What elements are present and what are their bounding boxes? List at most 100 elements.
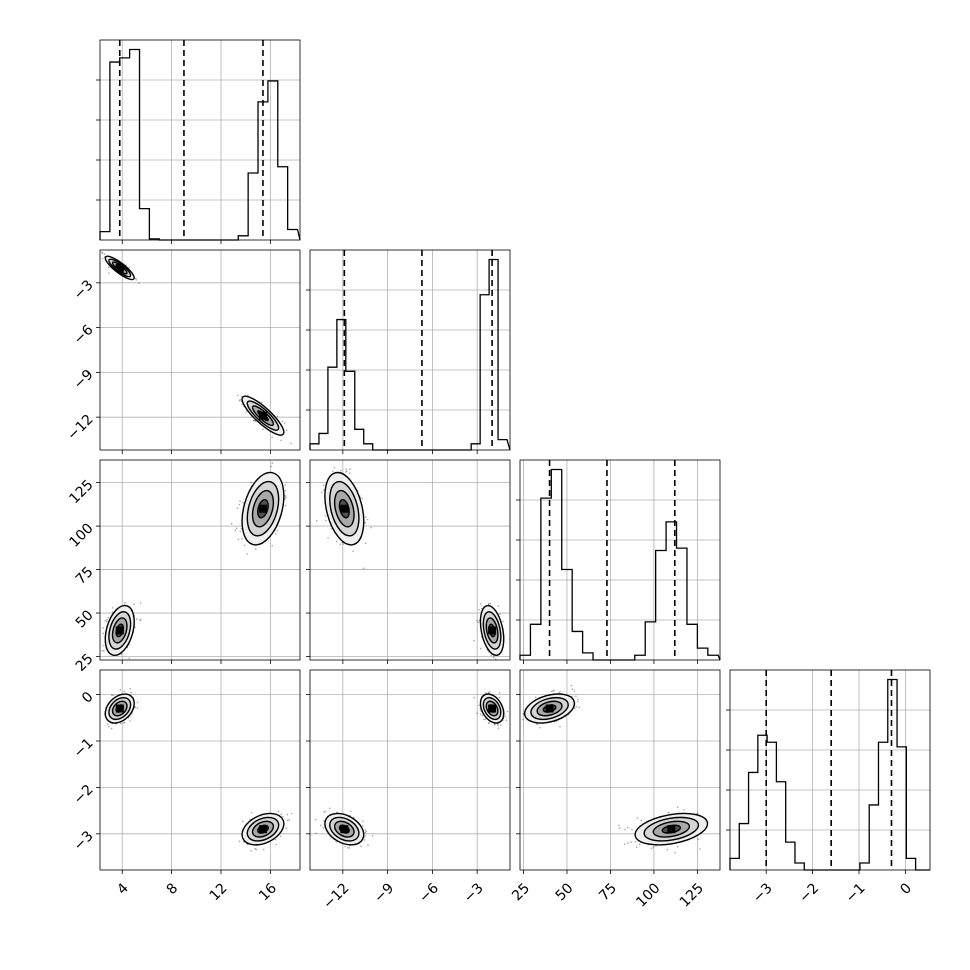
sample-point: [238, 399, 241, 402]
hist-frame-4: [729, 669, 931, 871]
sample-point: [286, 813, 289, 816]
sample-point: [490, 654, 493, 656]
sample-point: [473, 696, 475, 699]
sample-point: [366, 518, 369, 521]
sample-point: [479, 713, 482, 715]
sample-point: [365, 830, 368, 833]
sample-point: [284, 504, 287, 507]
sample-point: [274, 838, 277, 841]
sample-point: [239, 530, 241, 533]
density-peak: [488, 626, 497, 635]
sample-point: [361, 497, 364, 500]
sample-point: [363, 839, 366, 841]
histogram-2: [309, 258, 511, 451]
sample-point: [254, 847, 256, 850]
sample-point: [512, 702, 514, 704]
sample-point: [479, 647, 482, 650]
sample-point: [254, 420, 257, 422]
sample-point: [497, 605, 500, 607]
sample-point: [522, 718, 524, 721]
sample-point: [496, 663, 498, 665]
ytick-label-4-3: −1: [71, 735, 97, 761]
density-peak: [667, 825, 676, 834]
sample-point: [489, 602, 492, 605]
sample-point: [635, 846, 638, 848]
sample-point: [111, 694, 113, 696]
sample-point: [339, 543, 342, 546]
sample-point: [282, 815, 284, 818]
sample-point: [128, 266, 131, 269]
sample-point: [135, 277, 137, 280]
sample-point: [674, 852, 676, 854]
sample-point: [111, 607, 114, 609]
sample-point: [487, 691, 490, 694]
sample-point: [575, 695, 577, 697]
sample-point: [101, 252, 104, 254]
sample-point: [103, 650, 105, 652]
sample-point: [123, 721, 126, 724]
ytick-label-4-1: −3: [71, 828, 97, 854]
sample-point: [335, 840, 338, 843]
scatter-frame: [99, 669, 301, 871]
sample-point: [320, 824, 322, 827]
density-peak: [545, 704, 554, 713]
sample-point: [577, 698, 579, 701]
sample-point: [124, 602, 126, 604]
sample-point: [275, 843, 277, 846]
sample-point: [571, 688, 574, 690]
scatter-panel-4-2: [309, 669, 514, 871]
sample-point: [129, 687, 131, 690]
sample-point: [277, 810, 280, 813]
scatter-frame: [309, 669, 511, 871]
sample-point: [230, 523, 233, 525]
sample-point: [619, 827, 621, 829]
sample-point: [323, 489, 325, 492]
panel-content: [98, 687, 293, 852]
sample-point: [234, 529, 236, 532]
sample-point: [280, 813, 283, 815]
sample-point: [98, 717, 100, 719]
sample-point: [364, 521, 367, 524]
sample-point: [360, 845, 362, 848]
sample-point: [336, 540, 338, 543]
sample-point: [362, 825, 364, 827]
sample-point: [280, 439, 282, 442]
sample-point: [241, 538, 243, 540]
hist-panel-3: [516, 459, 721, 661]
xtick-label-1-1: 4: [114, 880, 132, 898]
sample-point: [640, 819, 643, 822]
sample-point: [128, 657, 130, 660]
sample-point: [570, 684, 573, 687]
xtick-label-3-1: 25: [509, 880, 533, 904]
sample-point: [241, 820, 244, 823]
sample-point: [247, 394, 249, 397]
sample-point: [495, 658, 497, 660]
sample-point: [650, 847, 653, 850]
sample-point: [275, 533, 277, 535]
sample-point: [138, 282, 140, 285]
sample-point: [492, 656, 495, 659]
sample-point: [487, 722, 490, 725]
sample-point: [263, 848, 265, 851]
sample-point: [236, 507, 239, 510]
sample-point: [136, 707, 139, 709]
sample-point: [498, 691, 501, 694]
sample-point: [332, 470, 334, 473]
sample-point: [349, 468, 351, 471]
sample-point: [577, 700, 579, 703]
sample-point: [290, 442, 292, 445]
sample-point: [502, 620, 504, 623]
sample-point: [120, 722, 122, 725]
ytick-label-2-4: −3: [71, 277, 97, 303]
sample-point: [627, 842, 629, 844]
sample-point: [139, 619, 141, 622]
sample-point: [699, 848, 701, 850]
sample-point: [111, 611, 114, 613]
panel-content: [314, 691, 514, 849]
sample-point: [250, 850, 252, 852]
sample-point: [336, 811, 338, 813]
sample-point: [315, 519, 318, 522]
sample-point: [112, 694, 115, 697]
sample-point: [107, 725, 110, 728]
sample-point: [697, 838, 700, 840]
